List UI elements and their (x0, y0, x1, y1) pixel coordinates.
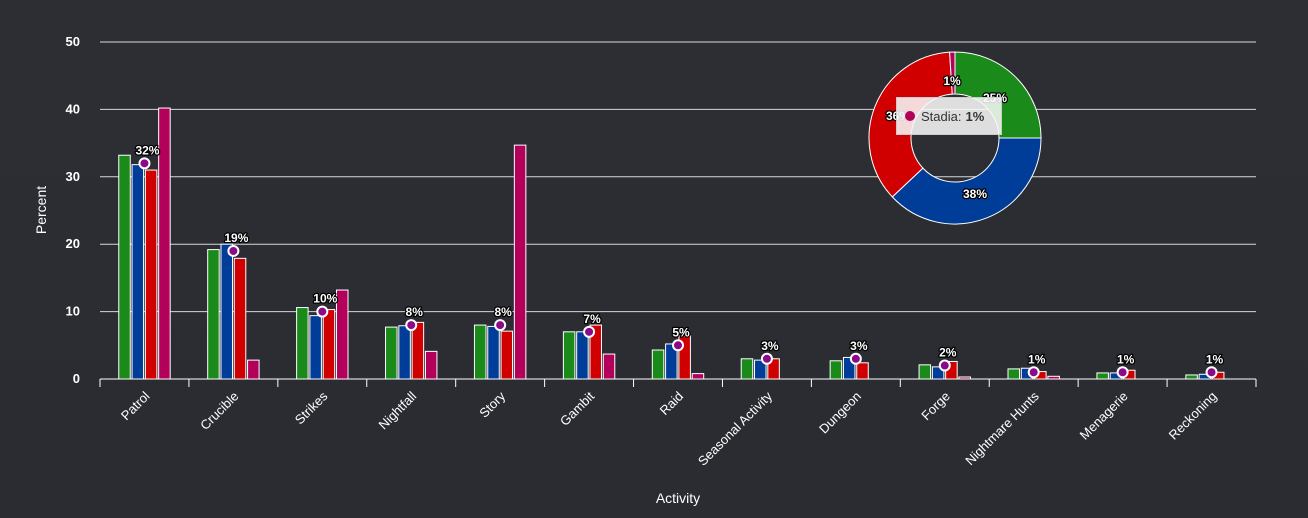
x-category-label: Seasonal Activity (695, 388, 775, 468)
y-tick-label: 40 (66, 101, 80, 116)
average-marker (138, 157, 151, 170)
average-marker (760, 352, 773, 365)
average-marker (938, 359, 951, 372)
bar (336, 289, 349, 380)
bar (398, 325, 411, 380)
tooltip-series-name: Stadia (921, 108, 958, 124)
average-marker (494, 319, 507, 332)
x-category-label: Raid (657, 389, 687, 419)
x-axis-title: Activity (656, 490, 700, 506)
y-tick-label: 10 (66, 304, 80, 319)
average-data-label: 3% (850, 339, 868, 353)
bar (1047, 375, 1060, 380)
bar (589, 324, 602, 380)
y-tick-label: 20 (66, 236, 80, 251)
bar (247, 359, 260, 380)
average-data-label: 32% (135, 143, 159, 157)
y-axis-title: Percent (33, 186, 49, 234)
bar (602, 353, 616, 380)
x-category-label: Patrol (118, 388, 153, 423)
pie-slice-label: 38% (963, 187, 987, 201)
bar (842, 356, 856, 380)
bar (740, 358, 754, 380)
bar (1096, 372, 1109, 380)
bar (207, 249, 220, 380)
bar (958, 376, 971, 380)
bar (158, 107, 171, 380)
bar (651, 349, 665, 380)
bar (220, 243, 233, 380)
average-marker (227, 244, 240, 257)
average-data-label: 5% (672, 325, 690, 339)
bar (131, 164, 145, 380)
x-category-label: Dungeon (816, 389, 864, 437)
bar (665, 343, 678, 380)
bar (296, 307, 309, 380)
average-data-label: 1% (1206, 352, 1224, 366)
bar (767, 358, 780, 380)
average-marker (672, 339, 684, 352)
pie-tooltip: Stadia: 1% (896, 97, 1002, 135)
tooltip-marker-icon (905, 111, 915, 121)
bar (856, 362, 869, 380)
average-data-label: 1% (1117, 352, 1135, 366)
average-data-label: 3% (761, 339, 779, 353)
bar (411, 321, 425, 380)
bar (233, 257, 247, 380)
average-marker (849, 352, 862, 365)
bar (931, 366, 945, 380)
average-marker (1027, 366, 1040, 379)
average-data-label: 7% (583, 312, 601, 326)
x-category-label: Strikes (292, 388, 331, 427)
average-marker (316, 305, 329, 318)
average-data-label: 10% (313, 292, 337, 306)
y-tick-label: 50 (66, 34, 80, 49)
pie-slice (891, 137, 1042, 225)
bar (473, 324, 487, 380)
bar (1185, 374, 1198, 380)
y-tick-label: 0 (73, 371, 80, 386)
pie-slice (949, 51, 956, 95)
x-category-label: Story (476, 388, 508, 420)
x-category-label: Menagerie (1077, 389, 1131, 443)
bar (424, 350, 438, 380)
x-category-label: Gambit (557, 388, 598, 429)
bar (918, 364, 932, 380)
average-marker (1116, 366, 1129, 379)
bar (309, 315, 322, 380)
pie-slice-label: 1% (943, 74, 961, 88)
average-data-label: 2% (939, 346, 957, 360)
bar (513, 144, 527, 380)
average-marker (405, 319, 418, 332)
bar (754, 359, 767, 380)
average-data-label: 19% (224, 231, 248, 245)
x-category-label: Nightfall (376, 388, 420, 432)
bar (562, 331, 576, 380)
x-category-label: Crucible (197, 389, 241, 433)
y-tick-label: 30 (66, 169, 80, 184)
average-marker (1205, 366, 1218, 379)
average-data-label: 8% (406, 305, 424, 319)
bar (118, 154, 131, 380)
bar (487, 325, 500, 380)
bar (144, 169, 158, 380)
bar (691, 373, 705, 380)
bar (322, 309, 336, 380)
bar (576, 331, 589, 380)
bar (1007, 368, 1020, 380)
average-marker (583, 325, 596, 338)
bar (678, 335, 691, 380)
x-category-label: Forge (918, 389, 953, 424)
average-data-label: 8% (494, 305, 512, 319)
x-category-label: Nightmare Hunts (962, 388, 1042, 468)
tooltip-value: 1% (965, 108, 985, 124)
bar (385, 326, 398, 380)
average-data-label: 1% (1028, 352, 1046, 366)
x-category-label: Reckoning (1166, 389, 1220, 443)
bar (500, 330, 514, 380)
bar (829, 360, 843, 380)
tooltip-separator: : (957, 108, 962, 124)
